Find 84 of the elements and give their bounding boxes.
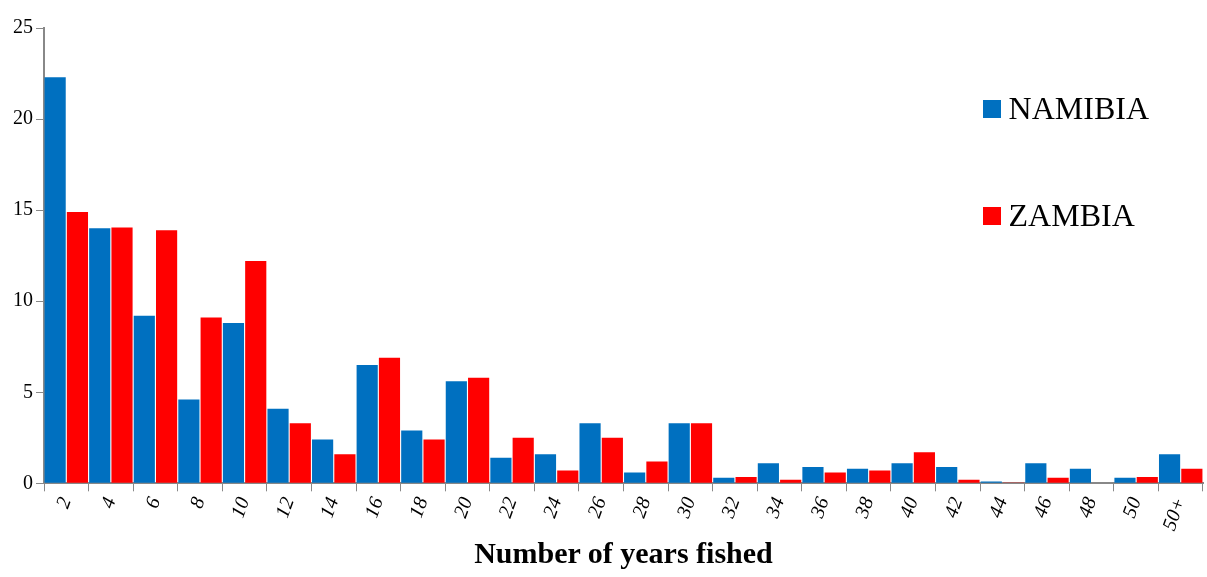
x-tick-label: 10 (225, 494, 254, 521)
bar (958, 479, 980, 483)
x-tick-label: 24 (537, 494, 566, 521)
bar (1136, 476, 1158, 483)
y-tick-label: 20 (13, 106, 33, 129)
bar (289, 423, 311, 483)
bar (89, 228, 111, 483)
x-tick-label: 48 (1072, 494, 1101, 521)
y-tick-label: 25 (13, 15, 33, 38)
bar (579, 423, 601, 483)
y-tick-label: 15 (13, 197, 33, 220)
x-tick-label: 44 (983, 494, 1012, 521)
bar (423, 439, 445, 483)
bar (601, 437, 623, 483)
x-tick-label: 20 (448, 494, 477, 521)
bar (245, 261, 267, 483)
bar (557, 470, 579, 483)
x-tick-label: 42 (939, 494, 967, 521)
bar (334, 454, 356, 483)
x-tick-label: 34 (760, 494, 789, 522)
bar (1181, 468, 1203, 483)
bar (133, 315, 155, 483)
bar (1158, 454, 1181, 483)
bar (312, 439, 334, 483)
bar (401, 430, 423, 483)
bar (802, 466, 824, 483)
bar (222, 323, 245, 483)
x-tick-label: 28 (626, 494, 655, 521)
bar (735, 476, 757, 483)
x-tick-label: 6 (140, 494, 165, 511)
bar (468, 377, 490, 483)
y-tick-label: 5 (23, 379, 33, 402)
x-tick-label: 4 (95, 494, 120, 511)
bar (780, 479, 802, 483)
bar (178, 399, 200, 483)
bar (646, 461, 668, 483)
x-axis-title: Number of years fished (474, 535, 774, 569)
bar (1069, 468, 1091, 483)
x-tick-label: 12 (270, 494, 298, 521)
bar (757, 463, 779, 483)
bar (267, 408, 289, 483)
bar (1114, 477, 1136, 483)
x-tick-label: 8 (184, 494, 209, 511)
bar (913, 452, 935, 483)
x-tick-label: 26 (582, 494, 610, 521)
bar (534, 454, 557, 483)
x-tick-label: 18 (404, 494, 432, 521)
x-tick-label: 30 (671, 494, 700, 522)
y-tick-label: 0 (23, 470, 33, 493)
bar (378, 357, 401, 483)
x-tick-label: 14 (314, 494, 343, 521)
x-tick-label: 50 (1117, 494, 1145, 521)
bar (690, 423, 713, 483)
x-tick-label: 50+ (1157, 494, 1190, 534)
x-tick-label: 36 (804, 494, 833, 522)
bar (445, 381, 467, 483)
legend-label: NAMIBIA (1008, 90, 1149, 127)
bar (111, 227, 133, 483)
bar (44, 77, 66, 483)
x-tick-label: 46 (1028, 494, 1056, 521)
bar (869, 470, 891, 483)
bar (713, 477, 735, 483)
bar (1047, 477, 1069, 483)
bar (936, 466, 958, 483)
bar (824, 472, 846, 483)
x-tick-label: 2 (50, 494, 75, 511)
bar (200, 317, 222, 483)
x-tick-label: 40 (894, 494, 922, 521)
x-tick-label: 16 (359, 494, 388, 521)
x-tick-label: 38 (849, 494, 878, 522)
bar (512, 437, 534, 483)
y-tick-label: 10 (13, 288, 33, 311)
bar (891, 463, 913, 483)
bar (66, 211, 89, 483)
bar (490, 457, 512, 483)
bar (1025, 463, 1047, 483)
bar (668, 423, 690, 483)
x-tick-label: 22 (493, 494, 521, 521)
legend-label: ZAMBIA (1008, 197, 1135, 234)
bar (846, 468, 869, 483)
bar (156, 230, 178, 483)
bar (356, 364, 378, 483)
bar (624, 472, 646, 483)
x-tick-label: 32 (715, 494, 744, 522)
